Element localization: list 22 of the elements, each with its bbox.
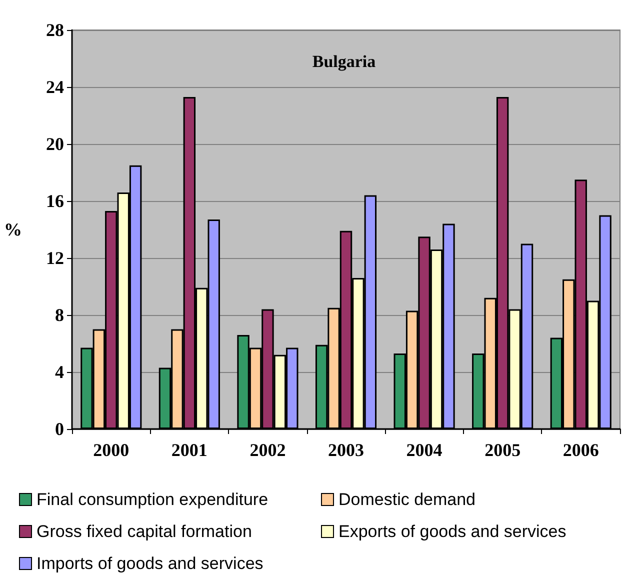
legend-label: Gross fixed capital formation <box>36 522 252 541</box>
legend-label: Imports of goods and services <box>36 554 264 573</box>
y-tick-label: 0 <box>55 419 64 439</box>
x-tick-label: 2001 <box>171 440 208 460</box>
y-tick-label: 20 <box>46 134 64 154</box>
y-tick-label: 4 <box>55 362 64 382</box>
legend-label: Final consumption expenditure <box>36 490 268 509</box>
y-tick-label: 28 <box>46 20 64 40</box>
x-tick-label: 2000 <box>93 440 130 460</box>
y-tick-label: 8 <box>55 305 64 325</box>
x-tick-label: 2005 <box>484 440 521 460</box>
y-tick-label: 16 <box>46 191 64 211</box>
x-tick-label: 2003 <box>328 440 364 460</box>
x-tick-label: 2006 <box>562 440 599 460</box>
legend-label: Exports of goods and services <box>338 522 566 541</box>
legend-label: Domestic demand <box>338 490 476 509</box>
x-tick-label: 2002 <box>250 440 286 460</box>
x-tick-label: 2004 <box>406 440 442 460</box>
text: Bulgaria <box>312 52 376 71</box>
y-tick-label: 24 <box>46 77 64 97</box>
y-tick-label: 12 <box>46 248 64 268</box>
y-axis-title: % <box>4 220 22 240</box>
